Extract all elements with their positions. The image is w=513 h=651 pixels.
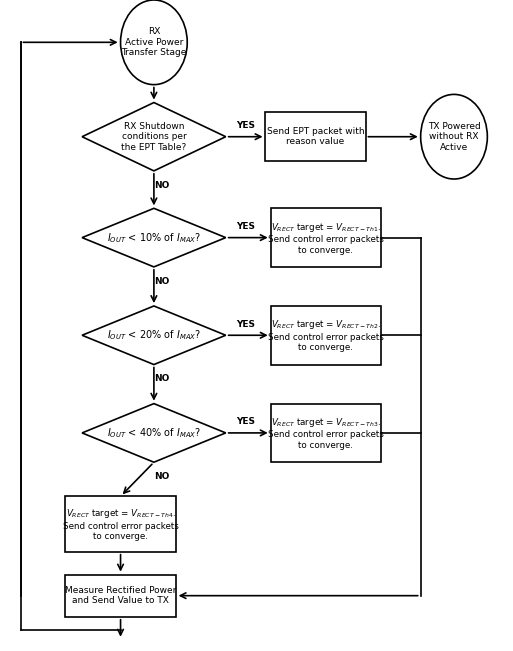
Polygon shape — [82, 404, 226, 462]
Text: $I_{OUT}$ < 20% of $I_{MAX}$?: $I_{OUT}$ < 20% of $I_{MAX}$? — [107, 328, 201, 342]
Polygon shape — [82, 103, 226, 171]
Text: YES: YES — [236, 417, 255, 426]
Text: $V_{RECT}$ target = $V_{RECT-Th4}$.
Send control error packets
to converge.: $V_{RECT}$ target = $V_{RECT-Th4}$. Send… — [63, 507, 179, 541]
Text: YES: YES — [236, 320, 255, 329]
Text: $V_{RECT}$ target = $V_{RECT-Th3}$.
Send control error packets
to converge.: $V_{RECT}$ target = $V_{RECT-Th3}$. Send… — [268, 416, 384, 450]
Text: $I_{OUT}$ < 40% of $I_{MAX}$?: $I_{OUT}$ < 40% of $I_{MAX}$? — [107, 426, 201, 440]
Text: Measure Rectified Power
and Send Value to TX: Measure Rectified Power and Send Value t… — [65, 586, 176, 605]
Text: TX Powered
without RX
Active: TX Powered without RX Active — [428, 122, 480, 152]
FancyBboxPatch shape — [66, 574, 175, 617]
Text: NO: NO — [154, 374, 169, 383]
FancyBboxPatch shape — [270, 208, 381, 267]
Text: NO: NO — [154, 277, 169, 286]
FancyBboxPatch shape — [270, 404, 381, 462]
Polygon shape — [82, 306, 226, 365]
Text: $V_{RECT}$ target = $V_{RECT-Th1}$.
Send control error packets
to converge.: $V_{RECT}$ target = $V_{RECT-Th1}$. Send… — [268, 221, 384, 255]
FancyBboxPatch shape — [265, 112, 365, 161]
Text: NO: NO — [154, 472, 169, 481]
Circle shape — [121, 0, 187, 85]
Text: RX
Active Power
Transfer Stage: RX Active Power Transfer Stage — [121, 27, 187, 57]
Text: YES: YES — [236, 121, 255, 130]
Text: NO: NO — [154, 180, 169, 189]
Text: $I_{OUT}$ < 10% of $I_{MAX}$?: $I_{OUT}$ < 10% of $I_{MAX}$? — [107, 230, 201, 245]
FancyBboxPatch shape — [66, 497, 175, 552]
Text: Send EPT packet with
reason value: Send EPT packet with reason value — [267, 127, 364, 146]
Text: RX Shutdown
conditions per
the EPT Table?: RX Shutdown conditions per the EPT Table… — [121, 122, 187, 152]
Polygon shape — [82, 208, 226, 267]
Circle shape — [421, 94, 487, 179]
Text: $V_{RECT}$ target = $V_{RECT-Th2}$.
Send control error packets
to converge.: $V_{RECT}$ target = $V_{RECT-Th2}$. Send… — [268, 318, 384, 352]
FancyBboxPatch shape — [270, 306, 381, 365]
Text: YES: YES — [236, 222, 255, 231]
